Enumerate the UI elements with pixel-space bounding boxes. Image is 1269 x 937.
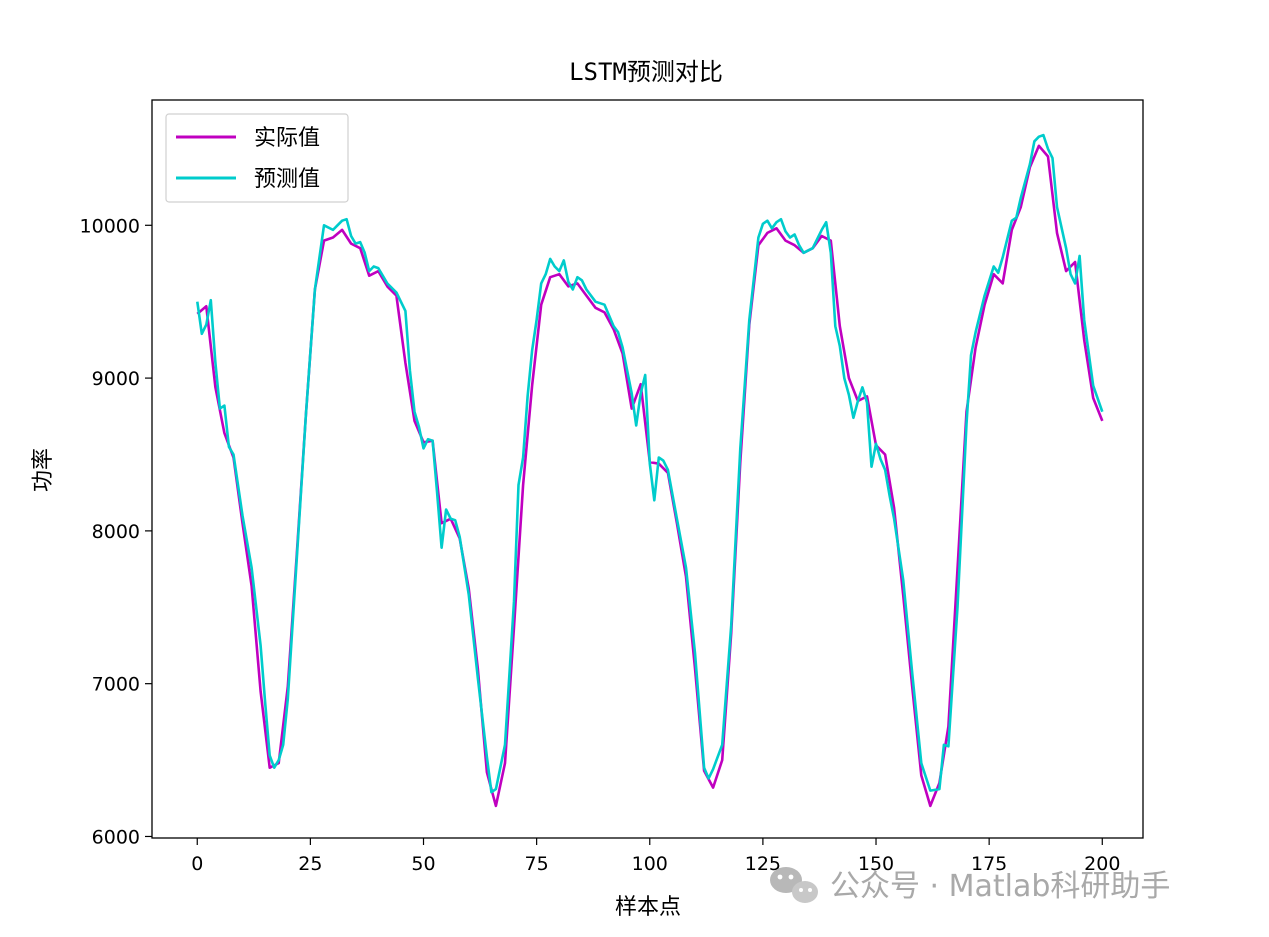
x-axis-ticks: 0 25 50 75 100 125 150 175 200 [191,838,1120,875]
x-axis-label: 样本点 [615,895,681,920]
x-tick-label: 200 [1084,853,1120,875]
y-axis-label: 功率 [31,448,56,492]
series-layer [196,133,1104,808]
x-tick-label: 75 [525,853,549,875]
y-tick-label: 8000 [92,521,140,543]
x-tick-label: 175 [971,853,1007,875]
x-tick-label: 125 [745,853,781,875]
chart-title: LSTM预测对比 [569,58,723,86]
x-tick-label: 150 [858,853,894,875]
watermark: 公众号 · Matlab科研助手 [770,867,1170,904]
y-tick-label: 6000 [92,826,140,848]
legend: 实际值 预测值 [165,113,349,203]
legend-label-predicted: 预测值 [254,167,320,192]
x-tick-label: 100 [632,853,668,875]
legend-label-actual: 实际值 [254,126,320,151]
watermark-text: 公众号 · Matlab科研助手 [830,869,1170,904]
plot-area [151,99,1144,839]
x-tick-label: 50 [411,853,435,875]
x-tick-label: 25 [298,853,322,875]
y-tick-label: 10000 [80,215,140,237]
wechat-icon [770,867,818,903]
y-tick-label: 7000 [92,674,140,696]
series-line-predicted [196,133,1104,794]
x-tick-label: 0 [191,853,203,875]
y-axis-ticks: 6000 7000 8000 9000 10000 [80,215,152,848]
y-tick-label: 9000 [92,368,140,390]
